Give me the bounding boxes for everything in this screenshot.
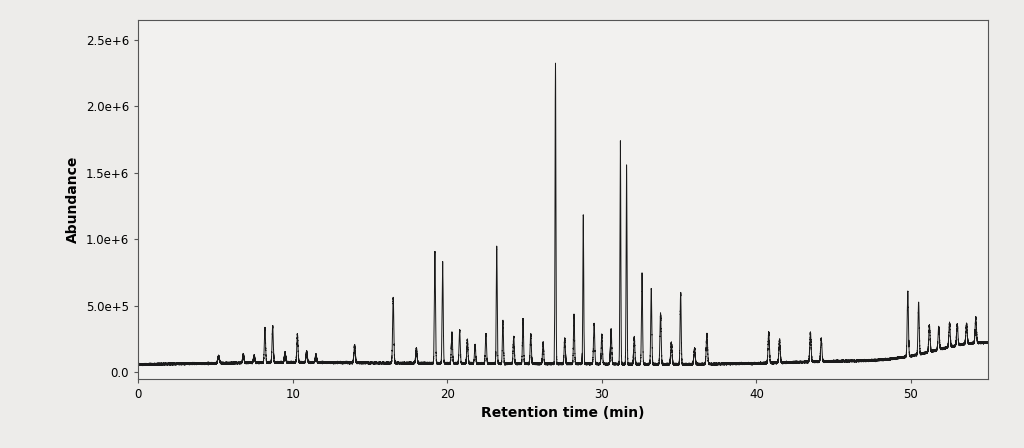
X-axis label: Retention time (min): Retention time (min) bbox=[481, 406, 645, 420]
Y-axis label: Abundance: Abundance bbox=[67, 155, 81, 243]
